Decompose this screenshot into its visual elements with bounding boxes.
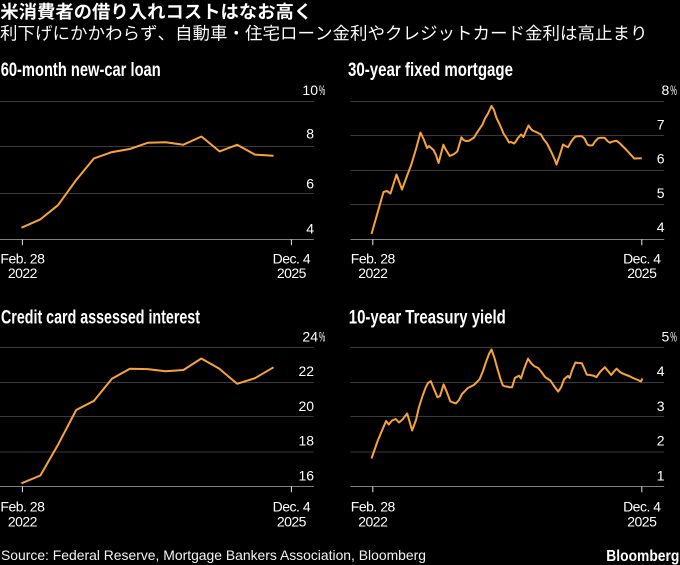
svg-text:18: 18 xyxy=(299,433,315,449)
svg-text:2022: 2022 xyxy=(358,265,388,281)
svg-text:6: 6 xyxy=(306,175,314,191)
svg-text:2022: 2022 xyxy=(8,513,38,529)
svg-text:%: % xyxy=(319,82,325,98)
svg-text:8: 8 xyxy=(306,126,314,142)
svg-text:8: 8 xyxy=(662,82,670,98)
svg-text:Bloomberg: Bloomberg xyxy=(606,548,679,565)
svg-text:4: 4 xyxy=(657,219,665,235)
svg-text:2025: 2025 xyxy=(277,265,307,281)
svg-text:5: 5 xyxy=(662,328,670,344)
svg-text:2022: 2022 xyxy=(8,265,38,281)
svg-text:24: 24 xyxy=(302,328,318,344)
svg-text:2: 2 xyxy=(657,433,665,449)
svg-text:4: 4 xyxy=(657,363,665,379)
svg-text:%: % xyxy=(670,328,677,344)
svg-text:10: 10 xyxy=(302,82,318,98)
svg-text:%: % xyxy=(319,328,325,344)
svg-text:3: 3 xyxy=(657,398,665,414)
svg-text:6: 6 xyxy=(657,151,665,167)
svg-text:1: 1 xyxy=(657,467,665,483)
svg-text:5: 5 xyxy=(657,185,665,201)
svg-text:Dec. 4: Dec. 4 xyxy=(623,250,661,266)
svg-text:10-year Treasury yield: 10-year Treasury yield xyxy=(349,307,506,329)
svg-text:Feb. 28: Feb. 28 xyxy=(351,250,396,266)
svg-text:22: 22 xyxy=(299,363,315,379)
svg-text:Dec. 4: Dec. 4 xyxy=(273,250,311,266)
svg-text:2022: 2022 xyxy=(358,513,388,529)
svg-text:Credit card assessed interest: Credit card assessed interest xyxy=(1,307,200,329)
svg-text:%: % xyxy=(670,82,677,98)
svg-text:7: 7 xyxy=(657,116,665,132)
svg-text:60-month new-car loan: 60-month new-car loan xyxy=(1,59,161,81)
svg-text:2025: 2025 xyxy=(277,513,307,529)
svg-text:Dec. 4: Dec. 4 xyxy=(623,498,661,514)
svg-text:2025: 2025 xyxy=(627,265,657,281)
svg-text:Dec. 4: Dec. 4 xyxy=(273,498,311,514)
svg-text:16: 16 xyxy=(299,467,315,483)
svg-text:Source: Federal Reserve, Mortg: Source: Federal Reserve, Mortgage Banker… xyxy=(1,548,426,563)
svg-text:Feb. 28: Feb. 28 xyxy=(351,498,396,514)
svg-text:2025: 2025 xyxy=(627,513,657,529)
svg-text:30-year fixed mortgage: 30-year fixed mortgage xyxy=(348,59,513,81)
svg-text:4: 4 xyxy=(306,221,314,237)
svg-text:Feb. 28: Feb. 28 xyxy=(0,250,45,266)
svg-text:20: 20 xyxy=(299,398,315,414)
svg-text:Feb. 28: Feb. 28 xyxy=(0,498,45,514)
